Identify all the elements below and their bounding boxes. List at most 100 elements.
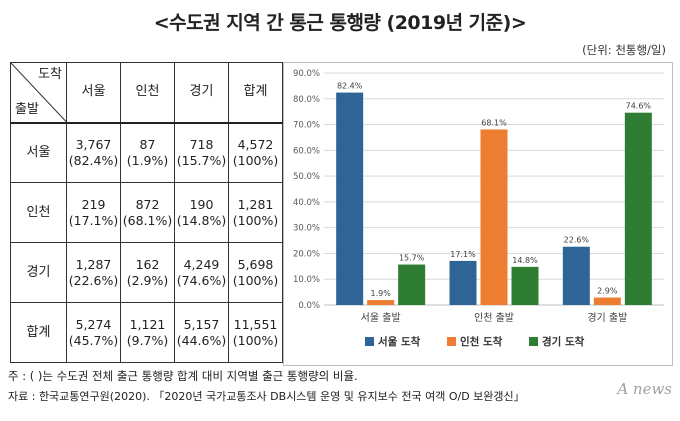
cell-value: 190 (189, 196, 214, 212)
cell-value: 5,274 (75, 316, 112, 332)
cell-percent: (100%) (232, 272, 279, 288)
x-category-label: 경기 출발 (587, 311, 627, 324)
cell-percent: (82.4%) (68, 152, 119, 168)
table-cell: 4,249 (74.6%) (174, 242, 229, 303)
cell-value: 718 (189, 136, 214, 152)
y-tick-label: 10.0% (293, 275, 320, 285)
y-tick-label: 70.0% (293, 121, 320, 131)
cell-percent: (9.7%) (126, 332, 169, 348)
cell-value: 3,767 (75, 136, 112, 152)
x-category-label: 서울 출발 (361, 312, 401, 324)
cell-percent: (1.9%) (126, 152, 169, 168)
row-header: 합계 (10, 302, 67, 363)
row-header: 인천 (10, 182, 67, 243)
data-label: 68.1% (481, 118, 507, 127)
legend-label: 인천 도착 (460, 335, 503, 348)
corner-arrival-label: 도착 (38, 67, 62, 82)
row-header: 경기 (10, 242, 67, 303)
page-title: <수도권 지역 간 통근 통행량 (2019년 기준)> (153, 12, 527, 34)
table-cell: 190 (14.8%) (174, 182, 229, 243)
source-note: 자료 : 한국교통연구원(2020). 「2020년 국가교통조사 DB시스템 … (8, 390, 525, 403)
table-cell: 5,698 (100%) (228, 242, 283, 303)
cell-percent: (17.1%) (68, 212, 119, 228)
column-header: 서울 (66, 62, 121, 124)
unit-label: (단위: 천통행/일) (582, 43, 666, 57)
bar (336, 92, 364, 305)
cell-value: 4,572 (237, 136, 274, 152)
table-cell: 5,157 (44.6%) (174, 302, 229, 363)
footnote: 주 : ( )는 수도권 전체 출근 통행량 합계 대비 지역별 출근 통행량의… (8, 369, 358, 383)
data-label: 82.4% (337, 82, 363, 91)
table-cell: 1,281 (100%) (228, 182, 283, 243)
bar (398, 264, 426, 305)
table-cell: 3,767 (82.4%) (66, 122, 121, 183)
bar-chart: 0.0% 10.0% 20.0% 30.0% 40.0% 50.0% 60.0% 70.0% 8… (293, 69, 664, 348)
column-header: 경기 (174, 62, 229, 124)
table-cell: 11,551 (100%) (228, 302, 283, 363)
cell-value: 11,551 (233, 316, 278, 332)
commute-table: 도착 출발 서울 인천 경기 합계 서울 3,767 (82.4%) 87 (1.9… (10, 62, 283, 363)
data-label: 15.7% (399, 254, 425, 263)
table-cell: 1,287 (22.6%) (66, 242, 121, 303)
column-header: 합계 (228, 62, 283, 124)
table-cell: 872 (68.1%) (120, 182, 175, 243)
y-tick-label: 90.0% (293, 69, 320, 79)
cell-value: 5,698 (237, 256, 274, 272)
y-tick-label: 30.0% (293, 224, 320, 234)
table-header-row: 도착 출발 서울 인천 경기 합계 (10, 62, 283, 124)
table-cell: 162 (2.9%) (120, 242, 175, 303)
legend-label: 서울 도착 (378, 335, 421, 348)
data-label: 17.1% (450, 250, 476, 259)
table-row: 합계 5,274 (45.7%) 1,121 (9.7%) 5,157 (44.6%)… (10, 302, 283, 363)
y-tick-label: 40.0% (293, 198, 320, 208)
cell-value: 4,249 (183, 256, 220, 272)
data-label: 2.9% (597, 287, 618, 296)
cell-percent: (14.8%) (176, 212, 227, 228)
legend-swatch (447, 337, 456, 346)
legend-label: 경기 도착 (542, 335, 585, 348)
data-label: 1.9% (371, 289, 392, 298)
bar (562, 246, 590, 305)
cell-percent: (68.1%) (122, 212, 173, 228)
table-cell: 4,572 (100%) (228, 122, 283, 183)
table-cell: 718 (15.7%) (174, 122, 229, 183)
x-category-label: 인천 출발 (474, 312, 514, 324)
cell-value: 872 (135, 196, 160, 212)
corner-departure-label: 출발 (15, 101, 39, 117)
legend-swatch (365, 337, 374, 346)
y-tick-label: 80.0% (293, 95, 320, 105)
y-tick-label: 60.0% (293, 146, 320, 156)
cell-percent: (100%) (232, 212, 279, 228)
table-cell: 219 (17.1%) (66, 182, 121, 243)
corner-diagonal (11, 63, 66, 122)
table-row: 인천 219 (17.1%) 872 (68.1%) 190 (14.8%) 1,28… (10, 182, 283, 243)
data-label: 14.8% (512, 256, 538, 265)
table-cell: 5,274 (45.7%) (66, 302, 121, 363)
row-header: 서울 (10, 122, 67, 183)
data-label: 22.6% (564, 236, 590, 245)
cell-percent: (74.6%) (176, 272, 227, 288)
bar (593, 297, 621, 305)
table-cell: 87 (1.9%) (120, 122, 175, 183)
cell-percent: (100%) (232, 152, 279, 168)
column-header: 인천 (120, 62, 175, 124)
cell-value: 5,157 (183, 316, 220, 332)
cell-percent: (44.6%) (176, 332, 227, 348)
data-label: 74.6% (626, 102, 652, 111)
table-corner-cell: 도착 출발 (10, 62, 67, 124)
table-row: 경기 1,287 (22.6%) 162 (2.9%) 4,249 (74.6%) 5… (10, 242, 283, 303)
legend-swatch (529, 337, 538, 346)
bar (480, 129, 508, 305)
bar (449, 260, 477, 305)
y-tick-label: 20.0% (293, 249, 320, 259)
table-cell: 1,121 (9.7%) (120, 302, 175, 363)
cell-percent: (2.9%) (126, 272, 169, 288)
bar (624, 112, 652, 305)
cell-value: 87 (139, 136, 156, 152)
y-tick-label: 0.0% (298, 301, 320, 311)
cell-value: 1,281 (237, 196, 274, 212)
cell-percent: (22.6%) (68, 272, 119, 288)
y-tick-label: 50.0% (293, 172, 320, 182)
cell-percent: (15.7%) (176, 152, 227, 168)
table-row: 서울 3,767 (82.4%) 87 (1.9%) 718 (15.7%) 4,57… (10, 122, 283, 183)
